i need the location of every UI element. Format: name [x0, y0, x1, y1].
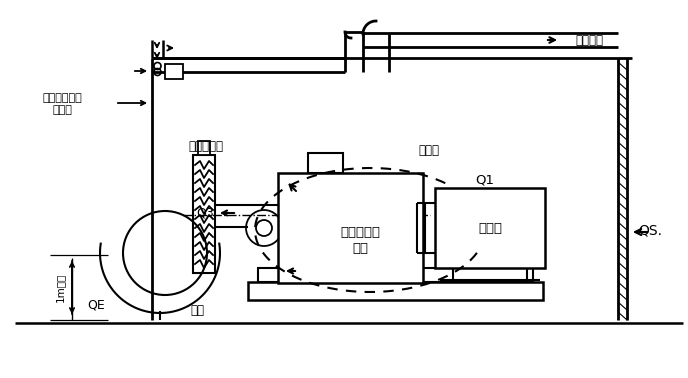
Text: 1m以上: 1m以上: [55, 273, 65, 302]
Text: 機関: 機関: [352, 242, 369, 254]
Text: M: M: [169, 67, 179, 76]
Text: 必要に応じて: 必要に応じて: [42, 93, 82, 103]
Text: QE: QE: [87, 299, 105, 311]
Bar: [278, 173, 423, 283]
Text: 発電機: 発電機: [478, 222, 502, 234]
Bar: [435, 188, 545, 268]
Text: 取付け: 取付け: [52, 105, 72, 115]
Text: 吸気口: 吸気口: [418, 144, 439, 158]
Text: Q1: Q1: [475, 174, 494, 186]
Text: Q3: Q3: [196, 206, 214, 220]
Bar: [308, 153, 343, 173]
Text: 排風: 排風: [190, 304, 204, 316]
Bar: [248, 282, 543, 300]
Bar: [165, 64, 183, 79]
Bar: [193, 155, 215, 273]
Bar: [198, 141, 210, 155]
Text: ラジエータ: ラジエータ: [189, 141, 224, 153]
Text: 排気ガス: 排気ガス: [575, 34, 603, 46]
Text: QS.: QS.: [638, 223, 662, 237]
Text: ディーゼル: ディーゼル: [341, 226, 380, 240]
Bar: [258, 268, 533, 282]
